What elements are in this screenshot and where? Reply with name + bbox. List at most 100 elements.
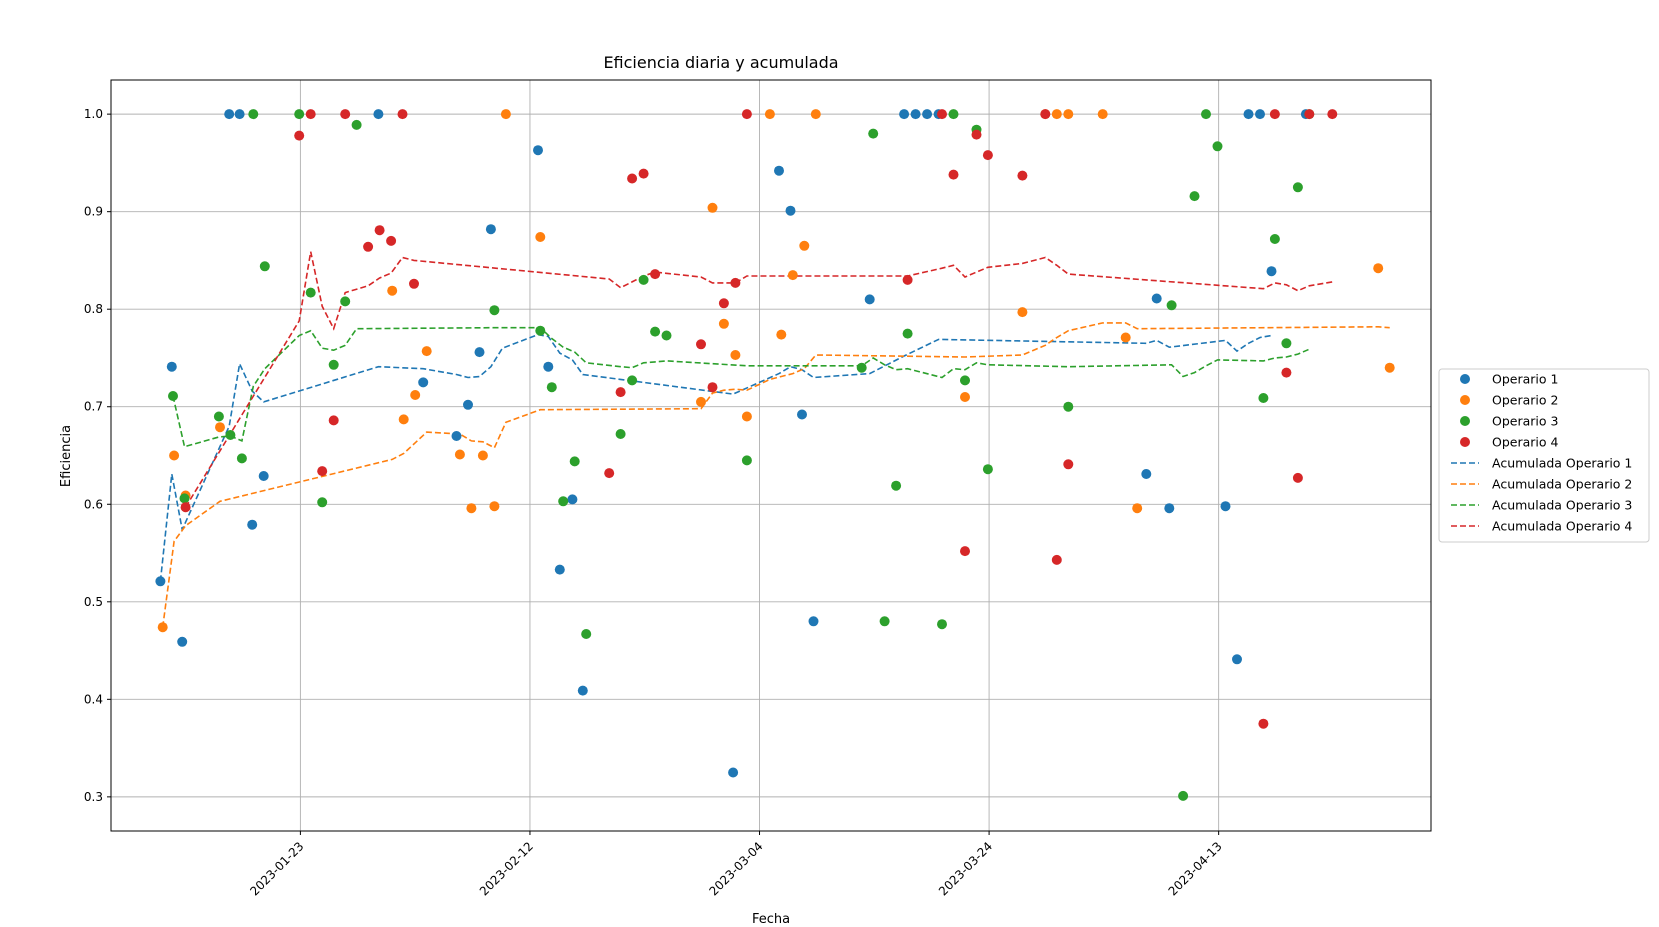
point-operario-2 (960, 392, 970, 402)
point-operario-3 (317, 497, 328, 508)
point-operario-3 (615, 429, 626, 439)
point-operario-2 (810, 109, 821, 120)
point-operario-3 (213, 411, 224, 422)
chart-title: Eficiencia diaria y acumulada (603, 53, 838, 72)
point-operario-3 (1281, 338, 1292, 349)
point-operario-1 (910, 109, 921, 120)
legend-frame (1438, 368, 1650, 543)
point-operario-3 (937, 619, 947, 630)
point-operario-1 (224, 109, 235, 120)
point-operario-3 (1292, 182, 1303, 193)
point-operario-1 (1151, 293, 1162, 304)
point-operario-4 (317, 466, 328, 477)
line-acumulada-operario-1 (159, 333, 1272, 582)
point-operario-1 (166, 361, 177, 372)
point-operario-3 (891, 480, 902, 491)
point-operario-2 (454, 449, 465, 460)
point-operario-2 (1384, 362, 1395, 373)
point-operario-3 (650, 326, 661, 337)
point-operario-3 (1269, 234, 1280, 244)
point-operario-2 (1132, 503, 1143, 514)
point-operario-3 (546, 382, 557, 393)
point-operario-2 (741, 411, 752, 422)
point-operario-1 (774, 165, 784, 176)
series-layer (155, 109, 1395, 801)
point-operario-3 (638, 274, 649, 285)
legend-marker-operario-3 (1460, 416, 1470, 426)
point-operario-3 (294, 109, 305, 120)
point-operario-4 (1051, 554, 1062, 565)
line-acumulada-operario-3 (172, 326, 1310, 448)
point-operario-3 (569, 456, 580, 467)
point-operario-4 (363, 241, 374, 252)
point-operario-2 (489, 501, 500, 512)
point-operario-3 (259, 261, 270, 272)
point-operario-4 (730, 277, 741, 288)
point-operario-1 (234, 109, 245, 120)
point-operario-4 (328, 415, 339, 426)
point-operario-2 (787, 270, 798, 281)
point-operario-1 (785, 205, 796, 216)
point-operario-4 (1017, 170, 1028, 181)
point-operario-2 (1373, 263, 1384, 274)
point-operario-1 (1232, 654, 1242, 665)
point-operario-4 (718, 298, 729, 309)
point-operario-2 (1063, 109, 1074, 120)
legend-label-acumulada-operario-3: Acumulada Operario 3 (1492, 498, 1632, 513)
point-operario-4 (397, 109, 408, 120)
point-operario-4 (1281, 367, 1292, 378)
point-operario-4 (1269, 109, 1280, 120)
point-operario-2 (1051, 109, 1062, 120)
point-operario-1 (567, 494, 578, 505)
point-operario-1 (1141, 469, 1152, 479)
point-operario-4 (937, 109, 947, 120)
point-operario-3 (868, 128, 879, 139)
point-operario-3 (982, 464, 993, 475)
point-operario-3 (351, 119, 362, 130)
point-operario-4 (294, 130, 305, 141)
point-operario-2 (500, 109, 511, 120)
point-operario-1 (808, 616, 819, 627)
point-operario-3 (179, 493, 190, 504)
point-operario-4 (305, 109, 316, 120)
point-operario-3 (879, 616, 890, 627)
point-operario-2 (764, 109, 775, 120)
point-operario-3 (1189, 191, 1200, 202)
grid (111, 80, 1431, 831)
point-operario-1 (177, 636, 188, 647)
line-acumulada-operario-2 (161, 322, 1390, 628)
point-operario-4 (374, 225, 385, 236)
point-operario-3 (856, 362, 867, 373)
point-operario-3 (168, 391, 178, 401)
point-operario-1 (463, 399, 473, 410)
point-operario-3 (948, 109, 959, 120)
point-operario-1 (418, 377, 429, 388)
point-operario-1 (899, 109, 910, 120)
point-operario-2 (169, 450, 180, 461)
legend-marker-operario-1 (1460, 374, 1470, 384)
legend-marker-operario-2 (1460, 395, 1470, 405)
point-operario-3 (1201, 109, 1211, 120)
point-operario-2 (410, 390, 421, 400)
point-operario-1 (922, 109, 933, 120)
point-operario-3 (627, 375, 638, 386)
point-operario-1 (577, 685, 588, 696)
point-operario-4 (1304, 109, 1315, 120)
point-operario-2 (718, 318, 729, 329)
legend-label-acumulada-operario-2: Acumulada Operario 2 (1492, 477, 1632, 492)
point-operario-2 (799, 240, 810, 251)
point-operario-1 (1164, 503, 1175, 514)
point-operario-1 (1266, 266, 1277, 277)
point-operario-3 (1258, 393, 1269, 403)
y-tick-label: 0.9 (84, 205, 103, 219)
y-tick-label: 0.3 (84, 790, 103, 804)
x-axis-label: Fecha (752, 912, 790, 927)
point-operario-1 (258, 471, 269, 481)
legend-label-operario-4: Operario 4 (1492, 435, 1558, 450)
y-tick-label: 0.4 (84, 692, 103, 706)
point-operario-2 (421, 346, 432, 357)
point-operario-2 (707, 202, 718, 213)
y-tick-label: 0.6 (84, 497, 103, 511)
point-operario-3 (581, 629, 592, 639)
point-operario-1 (1243, 109, 1254, 120)
